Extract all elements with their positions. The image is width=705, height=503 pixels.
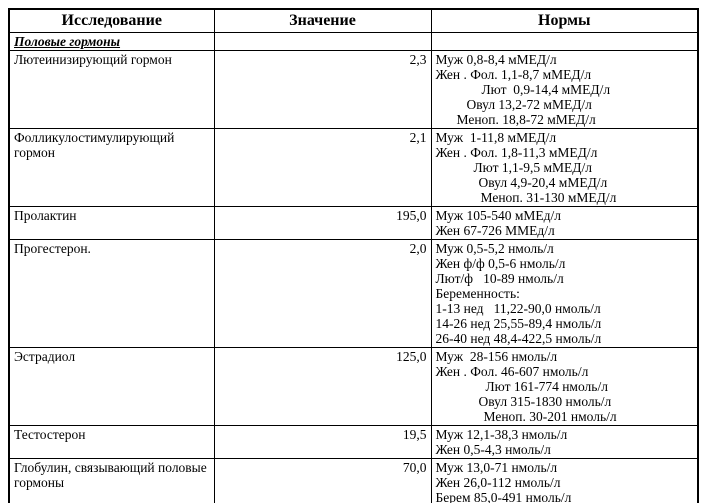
col-header-norms: Нормы xyxy=(430,8,699,33)
norm-line: 26-40 нед 48,4-422,5 нмоль/л xyxy=(435,331,602,346)
value-cell: 2,0 xyxy=(213,239,432,348)
lab-results-table: Исследование Значение Нормы Половые горм… xyxy=(8,8,699,503)
value-cell: 70,0 xyxy=(213,458,432,503)
norm-line: Жен 0,5-4,3 нмоль/л xyxy=(435,442,551,457)
norm-line: Берем 85,0-491 нмоль/л xyxy=(435,490,572,503)
norm-line: Жен 26,0-112 нмоль/л xyxy=(435,475,561,490)
study-name-cell: Прогестерон. xyxy=(8,239,215,348)
section-row: Половые гормоны xyxy=(8,32,699,51)
table-row: Пролактин 195,0 Муж 105-540 мМЕд/л Жен 67-7… xyxy=(8,206,699,240)
norms-cell: Муж 0,5-5,2 нмоль/л Жен ф/ф 0,5-6 нмоль/л… xyxy=(430,239,699,348)
col-header-study: Исследование xyxy=(8,8,215,33)
table-row: Глобулин, связывающий половые гормоны 70,… xyxy=(8,458,699,503)
table-row: Эстрадиол 125,0 Муж 28-156 нмоль/л Жен . Фо… xyxy=(8,347,699,426)
norm-line: Овул 4,9-20,4 мМЕД/л xyxy=(478,175,608,190)
table-row: Тестостерон 19,5 Муж 12,1-38,3 нмоль/л Жен … xyxy=(8,425,699,459)
norm-line: Овул 315-1830 нмоль/л xyxy=(478,394,612,409)
norm-line: 1-13 нед 11,22-90,0 нмоль/л xyxy=(435,301,601,316)
section-label: Половые гормоны xyxy=(8,32,215,51)
value-cell: 2,3 xyxy=(213,50,432,129)
table-row: Лютеинизирующий гормон 2,3 Муж 0,8-8,4 мМЕ… xyxy=(8,50,699,129)
norm-line: Муж 1-11,8 мМЕД/л xyxy=(435,130,557,145)
norm-line: Лют 161-774 нмоль/л xyxy=(485,379,608,394)
norms-cell: Муж 12,1-38,3 нмоль/л Жен 0,5-4,3 нмоль/л xyxy=(430,425,699,459)
norm-line: Жен . Фол. 1,8-11,3 мМЕД/л xyxy=(435,145,598,160)
value-cell: 19,5 xyxy=(213,425,432,459)
study-name-cell: Лютеинизирующий гормон xyxy=(8,50,215,129)
study-name-cell: Глобулин, связывающий половые гормоны xyxy=(8,458,215,503)
empty-norms-cell xyxy=(430,32,699,51)
table-row: Прогестерон. 2,0 Муж 0,5-5,2 нмоль/л Жен ф/… xyxy=(8,239,699,348)
norms-cell: Муж 0,8-8,4 мМЕД/л Жен . Фол. 1,1-8,7 мМЕ… xyxy=(430,50,699,129)
norms-cell: Муж 28-156 нмоль/л Жен . Фол. 46-607 нмол… xyxy=(430,347,699,426)
study-name-cell: Фолликулостимулирующий гормон xyxy=(8,128,215,207)
norm-line: Меноп. 30-201 нмоль/л xyxy=(483,409,617,424)
norms-cell: Муж 13,0-71 нмоль/л Жен 26,0-112 нмоль/л Б… xyxy=(430,458,699,503)
norm-line: Жен . Фол. 46-607 нмоль/л xyxy=(435,364,589,379)
norm-line: Жен 67-726 ММЕд/л xyxy=(435,223,555,238)
norm-line: Меноп. 31-130 мМЕД/л xyxy=(480,190,617,205)
norm-line: Жен . Фол. 1,1-8,7 мМЕД/л xyxy=(435,67,592,82)
col-header-value: Значение xyxy=(213,8,432,33)
empty-value-cell xyxy=(213,32,432,51)
norm-line: Жен ф/ф 0,5-6 нмоль/л xyxy=(435,256,566,271)
norm-line: Муж 28-156 нмоль/л xyxy=(435,349,558,364)
table-row: Фолликулостимулирующий гормон 2,1 Муж 1-11… xyxy=(8,128,699,207)
norm-line: Муж 13,0-71 нмоль/л xyxy=(435,460,558,475)
norm-line: Лют 0,9-14,4 мМЕД/л xyxy=(481,82,611,97)
norm-line: Лют/ф 10-89 нмоль/л xyxy=(435,271,564,286)
norm-line: Муж 0,5-5,2 нмоль/л xyxy=(435,241,554,256)
norm-line: Муж 105-540 мМЕд/л xyxy=(435,208,561,223)
norm-line: Овул 13,2-72 мМЕД/л xyxy=(466,97,592,112)
norm-line: Меноп. 18,8-72 мМЕД/л xyxy=(456,112,596,127)
header-row: Исследование Значение Нормы xyxy=(8,8,699,33)
value-cell: 195,0 xyxy=(213,206,432,240)
study-name-cell: Эстрадиол xyxy=(8,347,215,426)
table-body: Половые гормоны Лютеинизирующий гормон 2,3… xyxy=(8,32,699,503)
norm-line: Лют 1,1-9,5 мМЕД/л xyxy=(473,160,592,175)
value-cell: 125,0 xyxy=(213,347,432,426)
norms-cell: Муж 105-540 мМЕд/л Жен 67-726 ММЕд/л xyxy=(430,206,699,240)
norm-line: Муж 0,8-8,4 мМЕД/л xyxy=(435,52,557,67)
norms-cell: Муж 1-11,8 мМЕД/л Жен . Фол. 1,8-11,3 мМЕ… xyxy=(430,128,699,207)
study-name-cell: Пролактин xyxy=(8,206,215,240)
norm-line: Беременность: xyxy=(435,286,520,301)
norm-line: Муж 12,1-38,3 нмоль/л xyxy=(435,427,568,442)
norm-line: 14-26 нед 25,55-89,4 нмоль/л xyxy=(435,316,602,331)
value-cell: 2,1 xyxy=(213,128,432,207)
table-header: Исследование Значение Нормы xyxy=(8,8,699,33)
study-name-cell: Тестостерон xyxy=(8,425,215,459)
